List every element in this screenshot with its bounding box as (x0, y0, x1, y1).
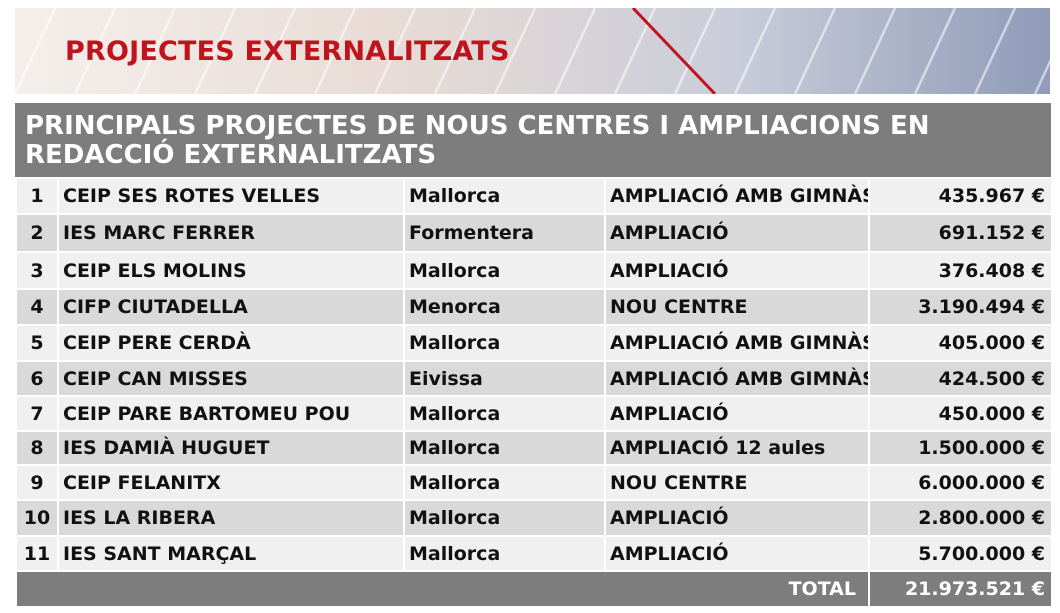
project-type: AMPLIACIÓ AMB GIMNÀS (604, 360, 870, 397)
centre-name: CEIP PARE BARTOMEU POU (57, 395, 405, 432)
project-type: AMPLIACIÓ AMB GIMNÀS (604, 177, 870, 215)
row-number: 1 (15, 177, 59, 215)
table-row: 6 CEIP CAN MISSES Eivissa AMPLIACIÓ AMB … (15, 360, 1053, 397)
project-type: AMPLIACIÓ (604, 395, 870, 432)
centre-name: IES LA RIBERA (57, 499, 405, 537)
row-number: 10 (15, 499, 59, 537)
table-row: 1 CEIP SES ROTES VELLES Mallorca AMPLIAC… (15, 177, 1053, 215)
amount: 2.800.000 € (868, 499, 1053, 537)
projects-table-body: 1 CEIP SES ROTES VELLES Mallorca AMPLIAC… (15, 177, 1053, 608)
row-number: 4 (15, 288, 59, 326)
project-type: NOU CENTRE (604, 288, 870, 326)
centre-name: CIFP CIUTADELLA (57, 288, 405, 326)
project-type: AMPLIACIÓ (604, 499, 870, 537)
title-banner: PROJECTES EXTERNALITZATS (15, 8, 1050, 94)
table-row: 2 IES MARC FERRER Formentera AMPLIACIÓ 6… (15, 213, 1053, 253)
centre-name: CEIP SES ROTES VELLES (57, 177, 405, 215)
island: Formentera (403, 213, 606, 253)
centre-name: IES SANT MARÇAL (57, 535, 405, 572)
island: Mallorca (403, 464, 606, 501)
island: Mallorca (403, 324, 606, 362)
amount: 405.000 € (868, 324, 1053, 362)
project-type: AMPLIACIÓ (604, 535, 870, 572)
centre-name: IES MARC FERRER (57, 213, 405, 253)
island: Mallorca (403, 395, 606, 432)
centre-name: CEIP CAN MISSES (57, 360, 405, 397)
island: Mallorca (403, 251, 606, 290)
island: Mallorca (403, 535, 606, 572)
island: Eivissa (403, 360, 606, 397)
row-number: 5 (15, 324, 59, 362)
table-row: 5 CEIP PERE CERDÀ Mallorca AMPLIACIÓ AMB… (15, 324, 1053, 362)
table-heading: PRINCIPALS PROJECTES DE NOUS CENTRES I A… (15, 103, 1051, 178)
amount: 6.000.000 € (868, 464, 1053, 501)
project-type: AMPLIACIÓ 12 aules (604, 430, 870, 466)
amount: 3.190.494 € (868, 288, 1053, 326)
amount: 376.408 € (868, 251, 1053, 290)
projects-table: 1 CEIP SES ROTES VELLES Mallorca AMPLIAC… (15, 177, 1053, 608)
total-amount: 21.973.521 € (868, 570, 1053, 608)
row-number: 8 (15, 430, 59, 466)
island: Menorca (403, 288, 606, 326)
row-number: 11 (15, 535, 59, 572)
island: Mallorca (403, 430, 606, 466)
table-row: 10 IES LA RIBERA Mallorca AMPLIACIÓ 2.80… (15, 499, 1053, 537)
table-row: 9 CEIP FELANITX Mallorca NOU CENTRE 6.00… (15, 464, 1053, 501)
centre-name: IES DAMIÀ HUGUET (57, 430, 405, 466)
table-row: 4 CIFP CIUTADELLA Menorca NOU CENTRE 3.1… (15, 288, 1053, 326)
amount: 450.000 € (868, 395, 1053, 432)
table-row: 7 CEIP PARE BARTOMEU POU Mallorca AMPLIA… (15, 395, 1053, 432)
decorative-stripes (15, 8, 1050, 94)
project-type: AMPLIACIÓ (604, 251, 870, 290)
total-label: TOTAL (15, 570, 870, 608)
row-number: 9 (15, 464, 59, 501)
amount: 691.152 € (868, 213, 1053, 253)
table-row: 8 IES DAMIÀ HUGUET Mallorca AMPLIACIÓ 12… (15, 430, 1053, 466)
page-title: PROJECTES EXTERNALITZATS (65, 36, 510, 67)
table-row: 11 IES SANT MARÇAL Mallorca AMPLIACIÓ 5.… (15, 535, 1053, 572)
table-row: 3 CEIP ELS MOLINS Mallorca AMPLIACIÓ 376… (15, 251, 1053, 290)
row-number: 6 (15, 360, 59, 397)
island: Mallorca (403, 177, 606, 215)
row-number: 2 (15, 213, 59, 253)
centre-name: CEIP FELANITX (57, 464, 405, 501)
island: Mallorca (403, 499, 606, 537)
total-row: TOTAL 21.973.521 € (15, 570, 1053, 608)
centre-name: CEIP ELS MOLINS (57, 251, 405, 290)
amount: 424.500 € (868, 360, 1053, 397)
amount: 1.500.000 € (868, 430, 1053, 466)
project-type: AMPLIACIÓ (604, 213, 870, 253)
project-type: AMPLIACIÓ AMB GIMNÀS (604, 324, 870, 362)
centre-name: CEIP PERE CERDÀ (57, 324, 405, 362)
project-type: NOU CENTRE (604, 464, 870, 501)
amount: 435.967 € (868, 177, 1053, 215)
amount: 5.700.000 € (868, 535, 1053, 572)
row-number: 7 (15, 395, 59, 432)
row-number: 3 (15, 251, 59, 290)
